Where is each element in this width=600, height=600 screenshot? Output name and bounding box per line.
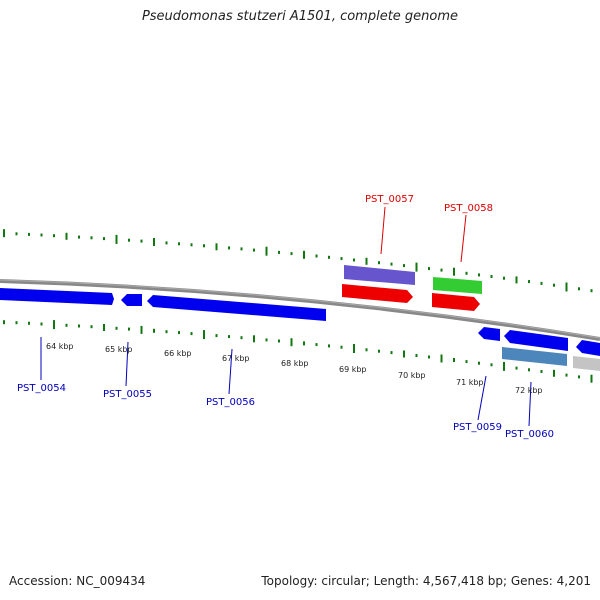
forward-strand-track: [0, 288, 600, 371]
scale-tick-label: 72 kbp: [515, 386, 543, 395]
gene-labels: PST_0054 PST_0055 PST_0056 PST_0057 PST_…: [17, 194, 554, 440]
genome-backbone-highlight: [0, 279, 600, 339]
gene-label-pst-0054: PST_0054: [17, 383, 66, 394]
accession-label: Accession: NC_009434: [9, 574, 146, 588]
genome-backbone: [0, 279, 600, 341]
reverse-strand-track: [342, 265, 482, 311]
gene-arrow-pst-0057[interactable]: [342, 284, 413, 303]
scale-tick-label: 67 kbp: [222, 354, 250, 363]
gene-label-pst-0055: PST_0055: [103, 389, 152, 400]
gene-label-pst-0056: PST_0056: [206, 397, 255, 408]
scale-tick-label: 66 kbp: [164, 349, 192, 358]
scale-tick-label: 64 kbp: [46, 342, 74, 351]
map-title: Pseudomonas stutzeri A1501, complete gen…: [141, 9, 459, 24]
gene-label-pst-0060: PST_0060: [505, 429, 554, 440]
gene-arrow-pst-0060[interactable]: [504, 330, 568, 351]
gene-label-pst-0057: PST_0057: [365, 194, 414, 205]
gc-skew-lower-track: [3, 320, 593, 383]
gene-box-gray[interactable]: [573, 356, 600, 371]
gene-arrow-pst-0059[interactable]: [478, 327, 500, 341]
gene-arrow-pst-0054[interactable]: [0, 288, 114, 305]
label-leader-lines: [40, 206, 532, 427]
gene-label-pst-0058: PST_0058: [444, 203, 493, 214]
gene-box-trna[interactable]: [433, 277, 482, 294]
scale-tick-label: 68 kbp: [281, 359, 309, 368]
topology-summary: Topology: circular; Length: 4,567,418 bp…: [261, 574, 591, 588]
gene-box-rrna[interactable]: [344, 265, 415, 285]
gene-label-pst-0059: PST_0059: [453, 422, 502, 433]
gene-arrow-pst-0055[interactable]: [121, 294, 142, 306]
gc-skew-upper-track: [3, 229, 593, 293]
scale-ruler: 64 kbp 65 kbp 66 kbp 67 kbp 68 kbp 69 kb…: [46, 342, 543, 395]
gene-arrow-pst-0058[interactable]: [432, 293, 480, 311]
scale-tick-label: 71 kbp: [456, 378, 484, 387]
gene-box-steelblue[interactable]: [502, 347, 567, 366]
scale-tick-label: 70 kbp: [398, 371, 426, 380]
scale-tick-label: 69 kbp: [339, 365, 367, 374]
scale-tick-label: 65 kbp: [105, 345, 133, 354]
gene-arrow-unlabeled-right[interactable]: [576, 340, 600, 356]
gene-arrow-pst-0056[interactable]: [147, 295, 326, 321]
